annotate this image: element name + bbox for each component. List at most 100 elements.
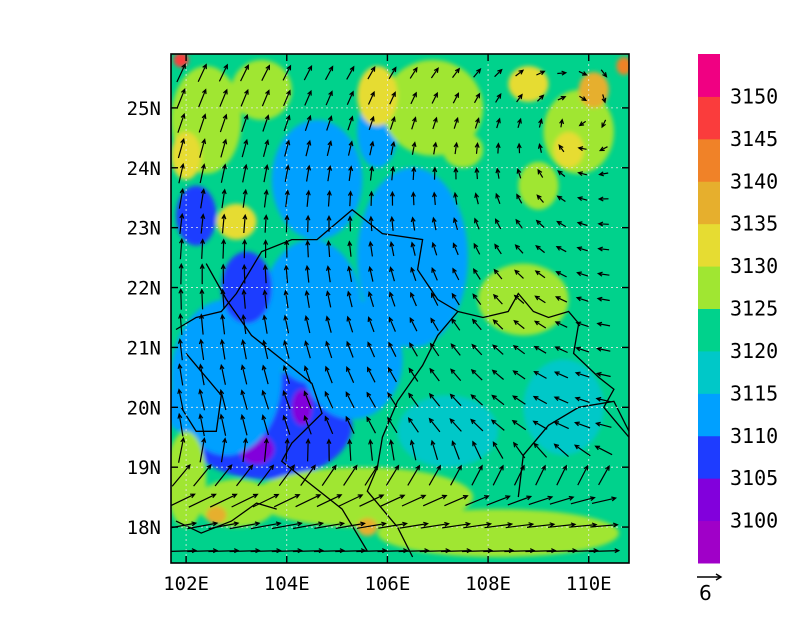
- wind-vector: [515, 218, 523, 229]
- wind-vector: [431, 241, 438, 256]
- wind-vector: [178, 262, 184, 285]
- wind-vector: [449, 393, 462, 407]
- wind-vector: [240, 413, 248, 436]
- wind-vector: [484, 522, 514, 529]
- wind-vector: [347, 115, 354, 131]
- wind-vector: [389, 190, 395, 206]
- height-patch-3110: [271, 119, 363, 240]
- wind-vector: [305, 189, 311, 207]
- wind-vector: [367, 290, 375, 307]
- wind-vector: [411, 116, 417, 130]
- wind-vector: [295, 494, 322, 508]
- wind-vector: [366, 366, 376, 383]
- wind-vector: [492, 344, 504, 355]
- wind-vector: [473, 92, 481, 104]
- wind-vector: [428, 392, 441, 407]
- wind-vectors: [171, 63, 621, 554]
- wind-vector: [345, 391, 355, 409]
- wind-vector: [326, 115, 333, 131]
- wind-vector: [576, 271, 589, 277]
- wind-vector: [474, 217, 480, 230]
- coastline-segment: [517, 400, 629, 498]
- lat-tick-label: 20N: [127, 397, 161, 419]
- coastline-segment: [180, 352, 222, 432]
- wind-vector: [598, 171, 609, 177]
- wind-vector: [324, 65, 334, 81]
- wind-vector: [263, 239, 269, 258]
- wind-vector: [431, 216, 437, 231]
- wind-vector: [470, 418, 484, 432]
- wind-vector: [219, 413, 227, 436]
- wind-vector: [252, 493, 280, 508]
- wind-vector: [408, 392, 419, 408]
- wind-vector: [242, 163, 248, 183]
- wind-vector: [512, 441, 526, 459]
- wind-vector: [304, 114, 312, 131]
- wind-vector: [240, 389, 248, 410]
- wind-vector: [178, 187, 185, 209]
- wind-vector: [219, 338, 226, 360]
- wind-vector: [325, 315, 332, 333]
- wind-vector: [595, 396, 612, 403]
- wind-vector: [422, 494, 448, 507]
- wind-vector: [595, 371, 611, 378]
- colorbar-swatch: [698, 520, 720, 564]
- wind-vector: [472, 440, 482, 460]
- wind-vector: [257, 464, 275, 487]
- wind-vector: [220, 263, 226, 284]
- height-patch-3135: [578, 71, 609, 108]
- wind-vector: [369, 140, 375, 156]
- wind-vector: [242, 238, 248, 259]
- wind-vector: [430, 439, 439, 460]
- wind-vector: [409, 316, 418, 332]
- wind-vector: [305, 139, 312, 157]
- wind-vector: [305, 214, 311, 233]
- wind-vector: [200, 238, 206, 259]
- wind-vector: [419, 548, 452, 554]
- wind-vector: [453, 166, 459, 180]
- wind-vector: [303, 414, 312, 435]
- colorbar-label: 3125: [730, 297, 778, 321]
- wind-vector: [537, 143, 543, 153]
- wind-vector: [389, 266, 395, 282]
- wind-vector: [378, 521, 408, 529]
- wind-vector: [313, 548, 346, 554]
- wind-vector: [535, 219, 545, 228]
- wind-vector: [271, 521, 303, 530]
- wind-vector: [229, 521, 261, 530]
- map-plot-area: [170, 53, 630, 564]
- wind-vector: [546, 548, 578, 554]
- wind-vector: [304, 89, 312, 106]
- wind-vector: [513, 294, 525, 304]
- wind-vector: [221, 238, 227, 259]
- wind-vector: [411, 141, 417, 155]
- wind-vector: [486, 495, 511, 506]
- wind-vector: [432, 141, 438, 155]
- colorbar-swatch: [698, 266, 720, 309]
- wind-vector: [596, 346, 611, 352]
- wind-vector: [452, 267, 460, 281]
- wind-vector: [283, 314, 290, 334]
- wind-vector: [241, 138, 249, 158]
- wind-vector: [514, 244, 524, 254]
- wind-vector: [474, 167, 480, 180]
- wind-vector: [368, 190, 374, 206]
- wind-vector: [209, 493, 238, 508]
- wind-vector: [214, 464, 233, 487]
- wind-vector: [536, 94, 545, 102]
- height-patch-3140: [616, 56, 629, 75]
- wind-vector: [305, 239, 311, 258]
- wind-vector: [219, 363, 226, 385]
- wind-vector: [505, 522, 535, 529]
- wind-vector: [409, 342, 418, 357]
- wind-vector: [553, 396, 569, 404]
- coastline-segment: [457, 292, 629, 438]
- wind-vector: [512, 344, 526, 355]
- wind-vector: [242, 213, 248, 234]
- wind-vector: [388, 316, 396, 332]
- lon-tick-label: 106E: [365, 573, 411, 595]
- wind-vector: [263, 164, 269, 183]
- colorbar-label: 3115: [730, 381, 778, 405]
- wind-vector: [533, 370, 547, 379]
- wind-vector: [284, 189, 290, 208]
